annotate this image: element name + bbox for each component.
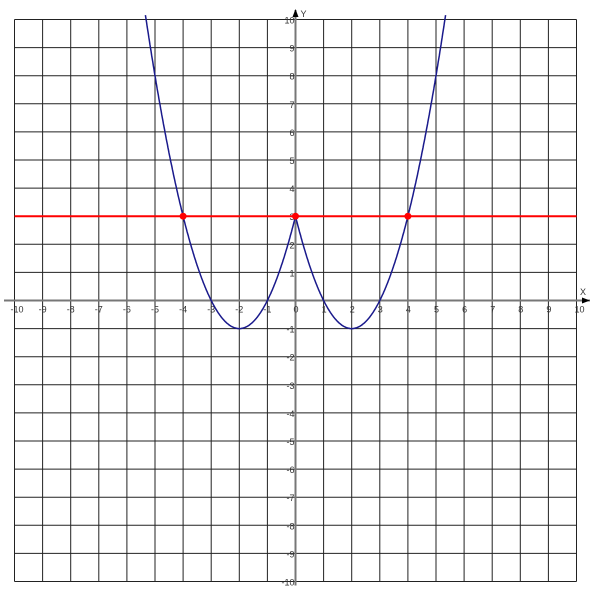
y-tick-label: -4 <box>287 409 295 419</box>
x-tick-label: -7 <box>95 305 103 315</box>
x-tick-label: -6 <box>123 305 131 315</box>
intersection-point <box>179 212 187 220</box>
y-tick-label: 1 <box>290 268 295 278</box>
x-tick-label: 1 <box>322 305 327 315</box>
y-tick-label: -2 <box>287 353 295 363</box>
x-tick-label: 2 <box>350 305 355 315</box>
y-tick-label: -6 <box>287 465 295 475</box>
y-tick-label: -1 <box>287 325 295 335</box>
x-tick-label: 0 <box>294 305 299 315</box>
y-tick-label: 9 <box>290 44 295 54</box>
x-tick-label: -2 <box>235 305 243 315</box>
y-axis-arrow <box>292 9 299 17</box>
x-tick-label: -10 <box>11 305 24 315</box>
y-tick-label: -9 <box>287 549 295 559</box>
y-tick-label: 8 <box>290 72 295 82</box>
y-tick-label: -5 <box>287 437 295 447</box>
x-tick-label: 6 <box>462 305 467 315</box>
y-axis-label: Y <box>301 9 307 19</box>
intersection-point <box>404 212 412 220</box>
x-tick-label: -3 <box>207 305 215 315</box>
y-tick-label: -3 <box>287 381 295 391</box>
x-tick-label: -1 <box>263 305 271 315</box>
x-axis-label: X <box>580 287 586 297</box>
x-tick-label: -4 <box>179 305 187 315</box>
y-tick-label: 4 <box>290 184 295 194</box>
y-tick-label: -7 <box>287 493 295 503</box>
x-tick-label: 7 <box>490 305 495 315</box>
y-tick-label: 6 <box>290 128 295 138</box>
x-tick-label: 9 <box>546 305 551 315</box>
x-tick-label: 8 <box>518 305 523 315</box>
x-axis-arrow <box>582 297 590 304</box>
x-tick-label: -9 <box>39 305 47 315</box>
y-tick-label: 7 <box>290 100 295 110</box>
x-tick-label: 4 <box>406 305 411 315</box>
x-tick-label: -5 <box>151 305 159 315</box>
y-tick-label: -8 <box>287 521 295 531</box>
y-tick-label: 2 <box>290 240 295 250</box>
x-tick-label: 5 <box>434 305 439 315</box>
y-tick-label: 10 <box>285 16 295 26</box>
x-tick-label: 3 <box>378 305 383 315</box>
y-tick-label: 5 <box>290 156 295 166</box>
x-tick-label: -8 <box>67 305 75 315</box>
intersection-point <box>292 212 299 220</box>
y-tick-label: -10 <box>282 578 295 588</box>
x-tick-label: 10 <box>575 305 585 315</box>
